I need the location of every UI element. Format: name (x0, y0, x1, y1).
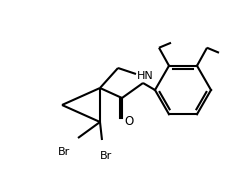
Text: HN: HN (137, 71, 153, 81)
Text: O: O (124, 115, 134, 127)
Text: Br: Br (58, 147, 70, 157)
Text: Br: Br (100, 151, 112, 161)
